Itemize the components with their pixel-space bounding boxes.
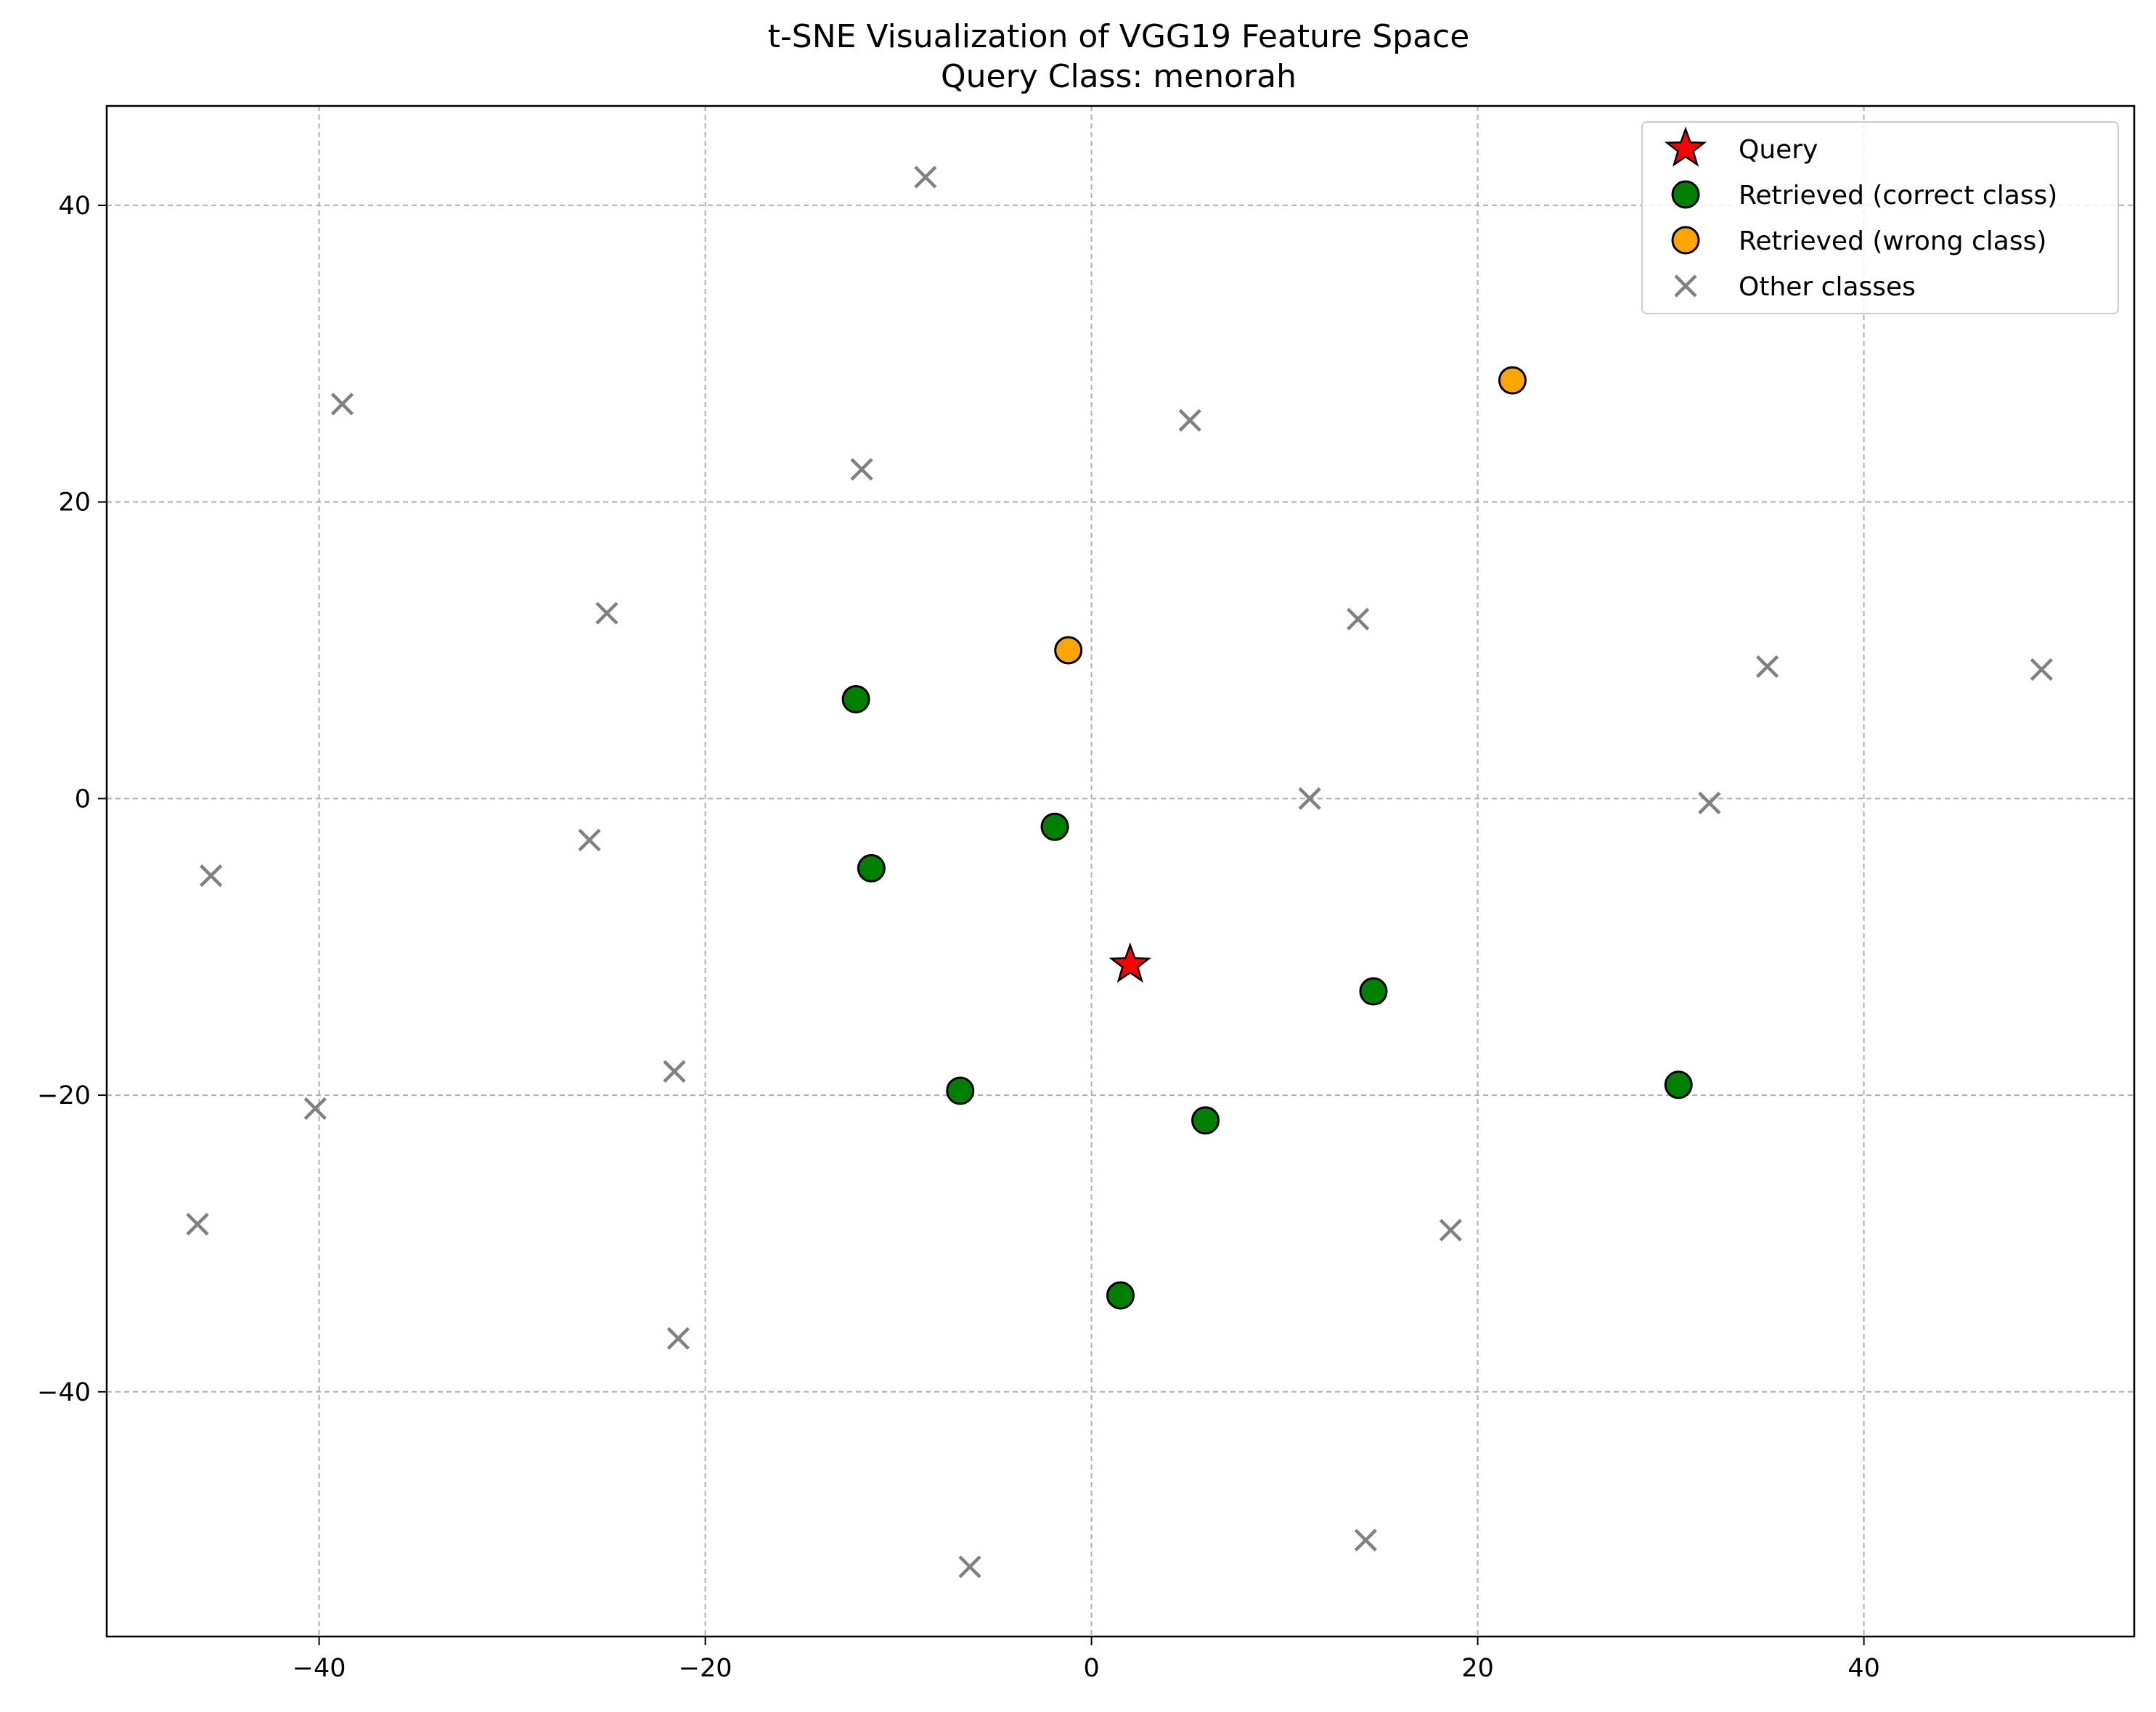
y-tick-label: 40	[58, 192, 91, 221]
x-tick-label: 20	[1461, 1654, 1494, 1683]
legend-label: Other classes	[1739, 272, 1916, 302]
grid-lines	[107, 106, 2134, 1637]
x-tick-label: 0	[1083, 1654, 1099, 1683]
other-class-point	[1756, 655, 1779, 679]
other-class-point	[200, 864, 223, 888]
axis-ticks: −40 −20 0 20 40 −40 −20 0 20 40	[37, 192, 1880, 1683]
y-tick-label: −20	[37, 1081, 91, 1110]
other-class-point	[914, 165, 937, 189]
correct-class-point	[1106, 1281, 1135, 1310]
other-class-point	[1354, 1528, 1377, 1552]
other-class-point	[1347, 607, 1370, 631]
wrong-class-point	[1054, 636, 1083, 665]
y-tick-label: 20	[58, 488, 91, 517]
correct-class-point	[857, 853, 886, 882]
legend-label: Retrieved (wrong class)	[1739, 226, 2046, 256]
correct-class-point	[1191, 1106, 1220, 1135]
legend-marker	[1674, 274, 1697, 298]
other-class-point	[2030, 658, 2053, 681]
chart-subtitle: Query Class: menorah	[941, 58, 1297, 95]
correct-class-point	[1359, 977, 1388, 1006]
legend-marker	[1671, 226, 1700, 255]
legend-label: Retrieved (correct class)	[1739, 181, 2057, 210]
other-class-point	[186, 1213, 209, 1236]
legend-box	[1641, 121, 2119, 314]
wrong-class-point	[1498, 366, 1527, 395]
y-tick-label: 0	[75, 785, 91, 814]
y-tick-label: −40	[37, 1378, 91, 1407]
other-class-point	[1178, 409, 1201, 432]
chart-title: t-SNE Visualization of VGG19 Feature Spa…	[768, 18, 1470, 55]
x-tick-label: 40	[1847, 1654, 1880, 1683]
other-class-point	[330, 393, 354, 416]
other-class-point	[1439, 1219, 1462, 1242]
correct-class-point	[946, 1076, 975, 1105]
x-tick-label: −20	[679, 1654, 732, 1683]
legend-label: Query	[1739, 135, 1818, 165]
correct-class-point	[1664, 1070, 1693, 1099]
legend-marker	[1671, 180, 1700, 209]
other-class-point	[1698, 791, 1721, 815]
other-class-point	[850, 458, 873, 481]
correct-class-point	[841, 684, 870, 713]
other-class-point	[595, 602, 618, 625]
plot-area	[105, 105, 2136, 1638]
other-class-point	[666, 1327, 690, 1350]
other-class-point	[663, 1060, 686, 1083]
other-class-point	[958, 1555, 981, 1578]
legend: Query Retrieved (correct class) Retrieved …	[1641, 121, 2119, 314]
x-tick-label: −40	[293, 1654, 346, 1683]
correct-class-point	[1040, 812, 1069, 841]
other-class-point	[1298, 787, 1321, 810]
other-class-point	[578, 828, 601, 852]
other-class-point	[303, 1097, 327, 1121]
data-points	[186, 165, 2053, 1578]
legend-marker	[1664, 126, 1707, 167]
query-point	[1108, 942, 1152, 983]
